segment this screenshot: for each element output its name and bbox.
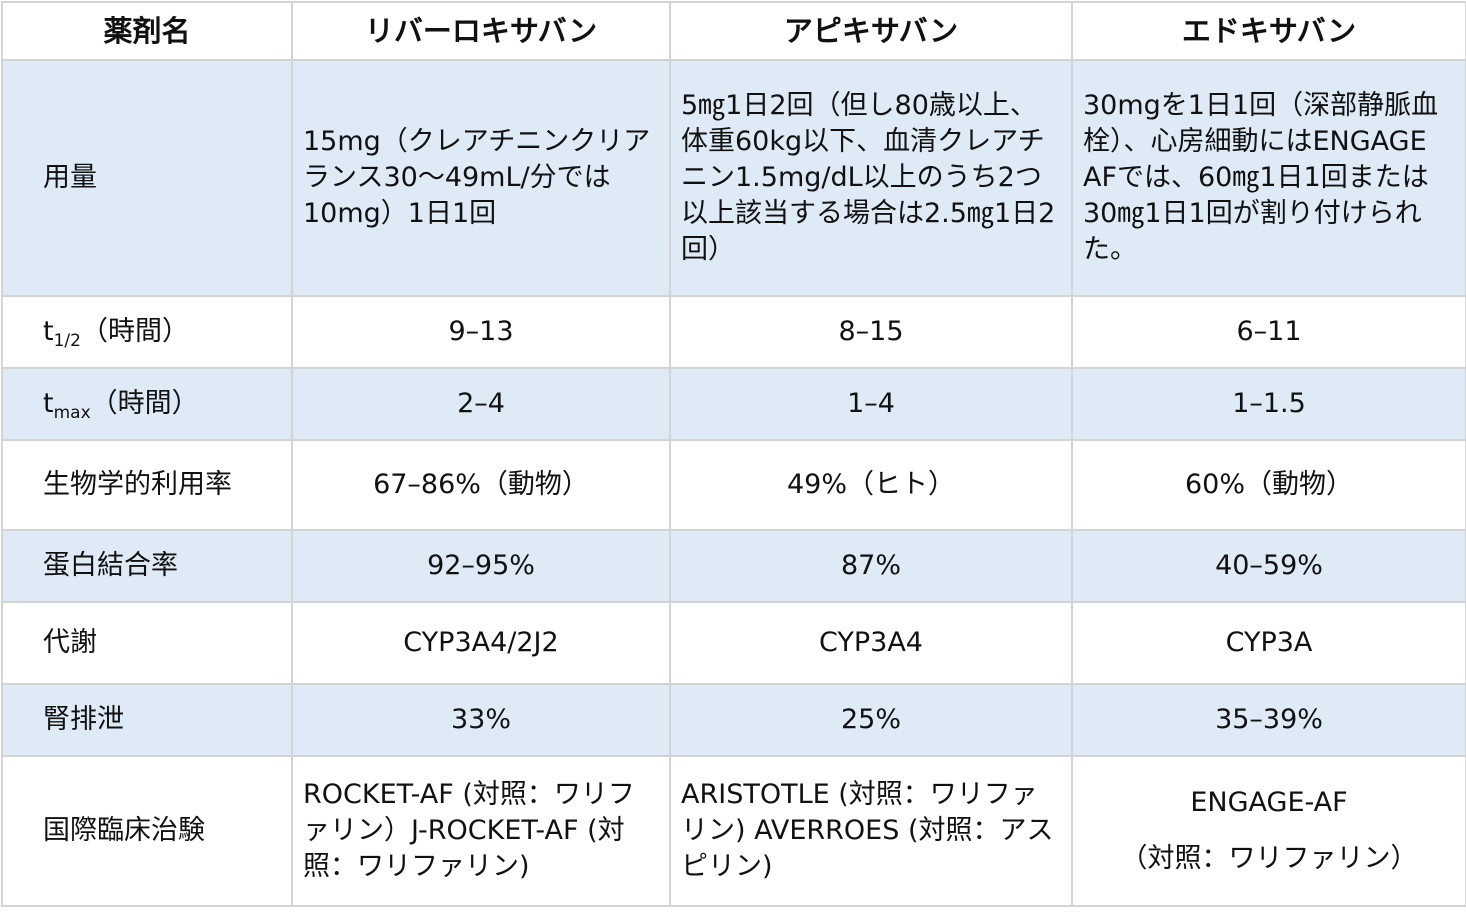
table-row-renal-excretion: 腎排泄 33% 25% 35–39%	[1, 683, 1466, 757]
cell-trials-edoxaban: ENGAGE-AF （対照：ワリファリン）	[1071, 755, 1466, 907]
cell-metabolism-rivaroxaban: CYP3A4/2J2	[291, 601, 671, 685]
table-row-trials: 国際臨床治験 ROCKET-AF (対照：ワリファリン）J-ROCKET-AF …	[1, 755, 1466, 907]
edoxaban-trial-control: （対照：ワリファリン）	[1120, 843, 1418, 874]
cell-tmax-rivaroxaban: 2–4	[291, 367, 671, 441]
half-life-symbol: t	[43, 316, 54, 347]
cell-half-life-apixaban: 8–15	[669, 295, 1073, 369]
half-life-unit: （時間）	[80, 316, 189, 347]
row-label-metabolism: 代謝	[1, 601, 293, 685]
header-row: 薬剤名 リバーロキサバン アピキサバン エドキサバン	[1, 1, 1466, 61]
cell-trials-apixaban: ARISTOTLE (対照：ワリファリン) AVERROES (対照：アスピリン…	[669, 755, 1073, 907]
row-label-half-life: t1/2（時間）	[1, 295, 293, 369]
table-row-metabolism: 代謝 CYP3A4/2J2 CYP3A4 CYP3A	[1, 601, 1466, 685]
cell-tmax-apixaban: 1–4	[669, 367, 1073, 441]
cell-bioavailability-rivaroxaban: 67–86%（動物）	[291, 439, 671, 531]
tmax-subscript: max	[53, 403, 91, 423]
cell-renal-excretion-rivaroxaban: 33%	[291, 683, 671, 757]
cell-bioavailability-edoxaban: 60%（動物）	[1071, 439, 1466, 531]
cell-tmax-edoxaban: 1–1.5	[1071, 367, 1466, 441]
cell-renal-excretion-edoxaban: 35–39%	[1071, 683, 1466, 757]
half-life-subscript: 1/2	[53, 331, 81, 351]
row-label-bioavailability: 生物学的利用率	[1, 439, 293, 531]
tmax-symbol: t	[43, 388, 54, 419]
table-row-dose: 用量 15mg（クレアチニンクリアランス30～49mL/分では10mg）1日1回…	[1, 59, 1466, 297]
cell-protein-binding-edoxaban: 40–59%	[1071, 529, 1466, 603]
cell-trials-rivaroxaban: ROCKET-AF (対照：ワリファリン）J-ROCKET-AF (対照：ワリフ…	[291, 755, 671, 907]
cell-metabolism-apixaban: CYP3A4	[669, 601, 1073, 685]
cell-dose-edoxaban: 30mgを1日1回（深部静脈血栓）、心房細動にはENGAGE AFでは、60㎎1…	[1071, 59, 1466, 297]
row-label-dose: 用量	[1, 59, 293, 297]
row-label-renal-excretion: 腎排泄	[1, 683, 293, 757]
cell-dose-apixaban: 5㎎1日2回（但し80歳以上、体重60kg以下、血清クレアチニン1.5mg/dL…	[669, 59, 1073, 297]
edoxaban-trial-name: ENGAGE-AF	[1190, 787, 1348, 818]
cell-renal-excretion-apixaban: 25%	[669, 683, 1073, 757]
cell-metabolism-edoxaban: CYP3A	[1071, 601, 1466, 685]
cell-bioavailability-apixaban: 49%（ヒト）	[669, 439, 1073, 531]
table-row-bioavailability: 生物学的利用率 67–86%（動物） 49%（ヒト） 60%（動物）	[1, 439, 1466, 531]
table-row-tmax: tmax（時間） 2–4 1–4 1–1.5	[1, 367, 1466, 441]
tmax-unit: （時間）	[90, 388, 199, 419]
row-label-tmax: tmax（時間）	[1, 367, 293, 441]
cell-half-life-rivaroxaban: 9–13	[291, 295, 671, 369]
row-label-trials: 国際臨床治験	[1, 755, 293, 907]
cell-dose-rivaroxaban: 15mg（クレアチニンクリアランス30～49mL/分では10mg）1日1回	[291, 59, 671, 297]
cell-half-life-edoxaban: 6–11	[1071, 295, 1466, 369]
header-edoxaban: エドキサバン	[1071, 1, 1466, 61]
header-apixaban: アピキサバン	[669, 1, 1073, 61]
header-rivaroxaban: リバーロキサバン	[291, 1, 671, 61]
table-row-protein-binding: 蛋白結合率 92–95% 87% 40–59%	[1, 529, 1466, 603]
cell-protein-binding-rivaroxaban: 92–95%	[291, 529, 671, 603]
header-drug-name: 薬剤名	[1, 1, 293, 61]
table-row-half-life: t1/2（時間） 9–13 8–15 6–11	[1, 295, 1466, 369]
row-label-protein-binding: 蛋白結合率	[1, 529, 293, 603]
cell-protein-binding-apixaban: 87%	[669, 529, 1073, 603]
